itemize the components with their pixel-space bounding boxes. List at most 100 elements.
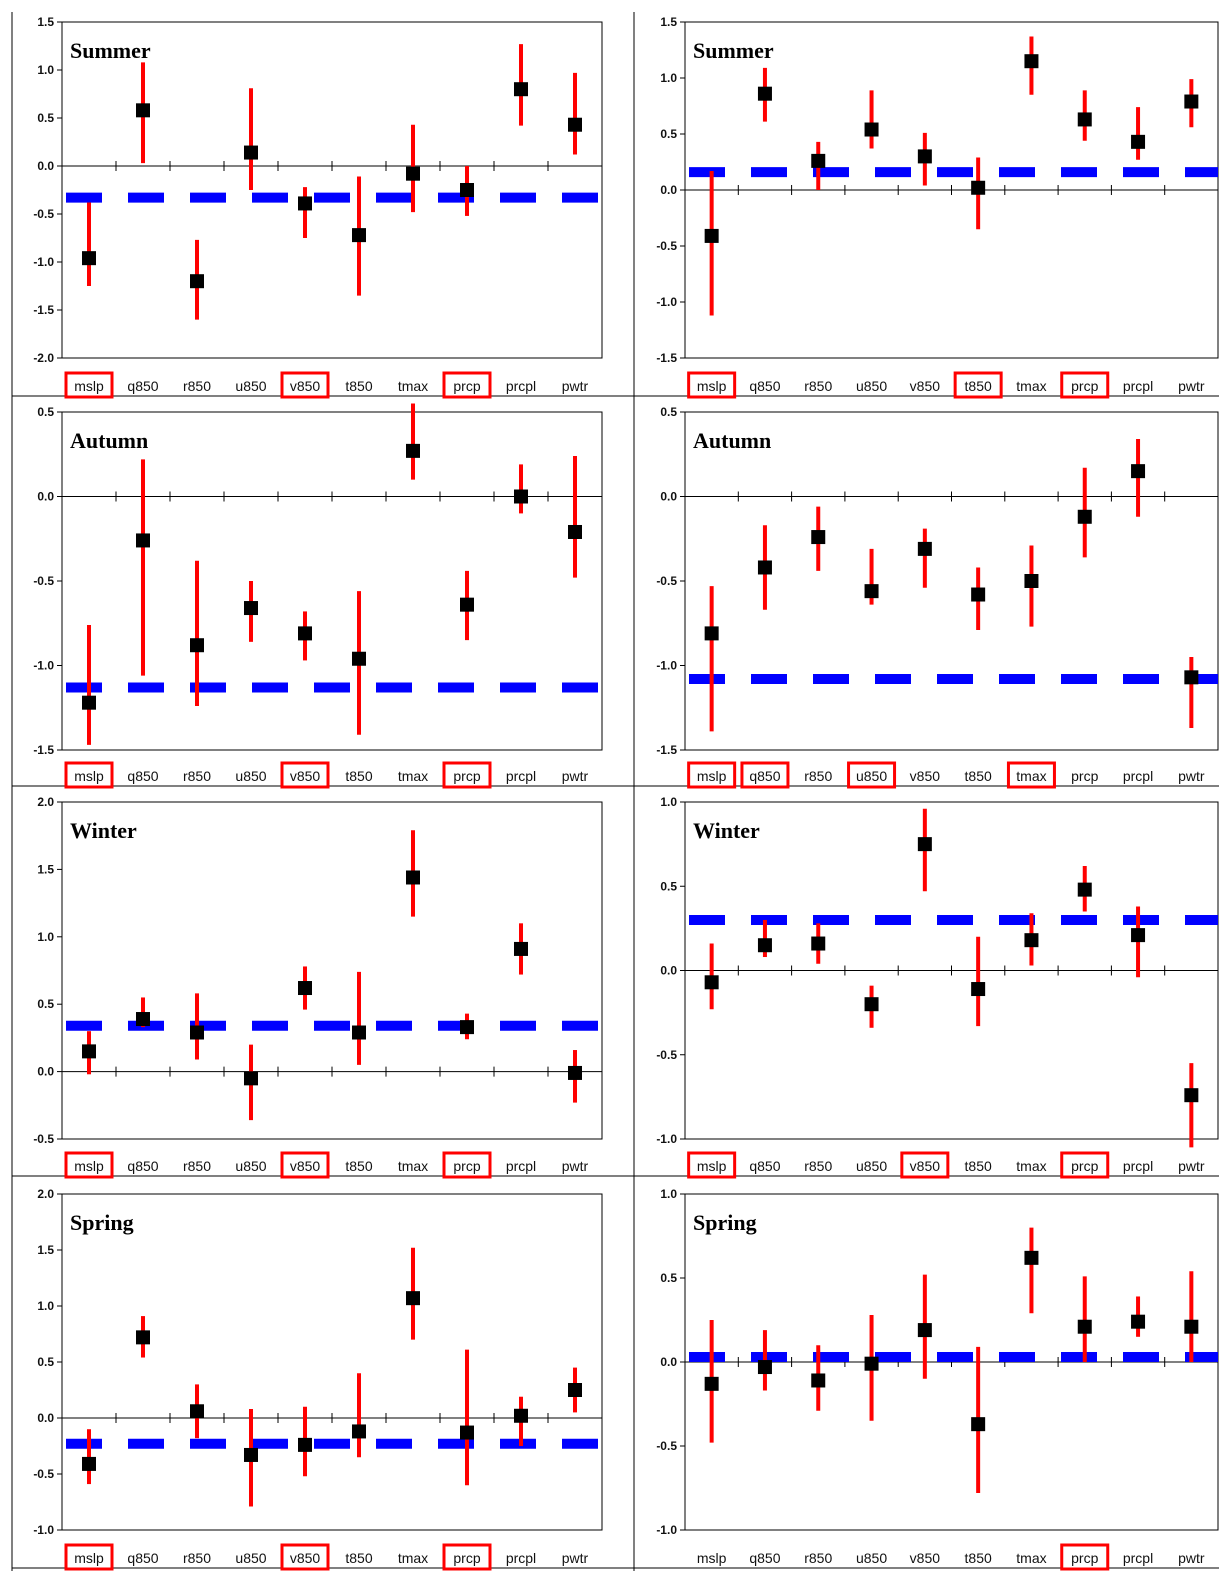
category-label-prcpl: prcpl xyxy=(506,378,536,394)
point-v850 xyxy=(298,981,312,996)
category-label-t850: t850 xyxy=(965,1158,992,1174)
category-label-prcp: prcp xyxy=(453,1550,480,1566)
y-tick-label: 0.5 xyxy=(660,127,677,141)
point-v850 xyxy=(917,149,932,164)
y-tick-label: 1.5 xyxy=(37,1243,54,1257)
y-tick-label: 0.5 xyxy=(37,997,54,1011)
highlight-box-v850 xyxy=(280,371,330,399)
point-prcpl xyxy=(1131,1314,1146,1329)
category-label-q850: q850 xyxy=(749,768,780,784)
category-label-v850: v850 xyxy=(910,1158,941,1174)
point-prcp xyxy=(1077,1319,1092,1334)
category-label-mslp: mslp xyxy=(697,1550,727,1566)
y-tick-label: 1.5 xyxy=(37,862,54,876)
point-t850 xyxy=(352,651,366,666)
category-label-prcpl: prcpl xyxy=(1123,1550,1153,1566)
point-u850 xyxy=(244,1071,258,1086)
point-r850 xyxy=(190,1025,204,1040)
point-v850 xyxy=(298,196,312,211)
category-label-v850: v850 xyxy=(910,378,941,394)
highlight-box-mslp xyxy=(64,761,114,789)
y-tick-label: 2.0 xyxy=(37,795,54,809)
category-label-r850: r850 xyxy=(183,378,211,394)
point-r850 xyxy=(190,274,204,289)
highlight-box-mslp xyxy=(687,371,737,399)
highlight-box-v850 xyxy=(280,761,330,789)
category-label-t850: t850 xyxy=(345,768,372,784)
y-tick-label: -1.5 xyxy=(656,743,677,757)
y-tick-label: 0.5 xyxy=(660,405,677,419)
category-label-v850: v850 xyxy=(290,378,321,394)
point-mslp xyxy=(82,1456,96,1471)
point-t850 xyxy=(352,1025,366,1040)
category-label-pwtr: pwtr xyxy=(1178,1550,1205,1566)
y-tick-label: 0.5 xyxy=(660,1271,677,1285)
category-label-prcp: prcp xyxy=(453,768,480,784)
y-tick-label: -0.5 xyxy=(33,1132,54,1146)
y-tick-label: -1.5 xyxy=(33,303,54,317)
category-label-prcp: prcp xyxy=(1071,378,1098,394)
highlight-box-v850 xyxy=(280,1543,330,1571)
category-label-mslp: mslp xyxy=(74,768,104,784)
plot-frame xyxy=(61,1193,603,1531)
category-label-r850: r850 xyxy=(183,1158,211,1174)
point-mslp xyxy=(82,1044,96,1059)
y-tick-label: 0.5 xyxy=(37,405,54,419)
y-tick-label: 1.0 xyxy=(660,71,677,85)
y-tick-label: 1.0 xyxy=(660,1187,677,1201)
y-tick-label: 1.0 xyxy=(37,930,54,944)
point-t850 xyxy=(352,228,366,243)
category-label-u850: u850 xyxy=(856,1550,887,1566)
point-v850 xyxy=(298,1437,312,1452)
category-label-v850: v850 xyxy=(290,1550,321,1566)
category-label-mslp: mslp xyxy=(697,768,727,784)
season-title: Summer xyxy=(70,38,151,63)
category-label-u850: u850 xyxy=(856,1158,887,1174)
category-label-u850: u850 xyxy=(235,1158,266,1174)
category-label-pwtr: pwtr xyxy=(562,1550,589,1566)
category-label-q850: q850 xyxy=(749,1550,780,1566)
highlight-box-v850 xyxy=(280,1151,330,1179)
category-label-prcp: prcp xyxy=(453,1158,480,1174)
season-title: Spring xyxy=(693,1210,757,1235)
point-mslp xyxy=(82,251,96,266)
y-tick-label: 1.0 xyxy=(37,63,54,77)
highlight-box-prcp xyxy=(442,1151,492,1179)
category-label-prcpl: prcpl xyxy=(506,1158,536,1174)
highlight-box-v850 xyxy=(900,1151,950,1179)
y-tick-label: 0.0 xyxy=(37,1411,54,1425)
highlight-box-prcp xyxy=(442,371,492,399)
point-tmax xyxy=(406,870,420,885)
season-title: Winter xyxy=(693,818,760,843)
point-t850 xyxy=(971,982,986,997)
season-title: Summer xyxy=(693,38,774,63)
category-label-t850: t850 xyxy=(345,1550,372,1566)
category-label-u850: u850 xyxy=(856,768,887,784)
y-tick-label: 2.0 xyxy=(37,1187,54,1201)
category-label-v850: v850 xyxy=(290,768,321,784)
y-tick-label: -1.0 xyxy=(656,1523,677,1537)
point-prcp xyxy=(1077,509,1092,524)
y-tick-label: -2.0 xyxy=(33,351,54,365)
category-label-q850: q850 xyxy=(749,378,780,394)
point-r850 xyxy=(811,936,826,951)
highlight-box-tmax xyxy=(1006,761,1056,789)
category-label-prcpl: prcpl xyxy=(1123,378,1153,394)
point-u850 xyxy=(244,601,258,616)
panel-autumn-left: 0.5 0.0 -0.5 -1.0 -1.5 mslp q850 r850 u850 v850 t8… xyxy=(12,403,634,789)
point-tmax xyxy=(1024,1250,1039,1265)
panel-spring-right: 1.0 0.5 0.0 -0.5 -1.0 mslp q850 r850 u850 v850 t85… xyxy=(634,1187,1219,1571)
point-u850 xyxy=(864,122,879,137)
category-label-v850: v850 xyxy=(910,1550,941,1566)
season-title: Spring xyxy=(70,1210,134,1235)
y-tick-label: 0.0 xyxy=(660,1355,677,1369)
point-t850 xyxy=(971,180,986,195)
highlight-box-prcp xyxy=(1060,371,1110,399)
category-label-v850: v850 xyxy=(910,768,941,784)
category-label-tmax: tmax xyxy=(398,1550,428,1566)
y-tick-label: 0.0 xyxy=(37,490,54,504)
category-label-v850: v850 xyxy=(290,1158,321,1174)
y-tick-label: 0.5 xyxy=(37,111,54,125)
point-mslp xyxy=(704,228,719,243)
point-v850 xyxy=(917,1323,932,1338)
